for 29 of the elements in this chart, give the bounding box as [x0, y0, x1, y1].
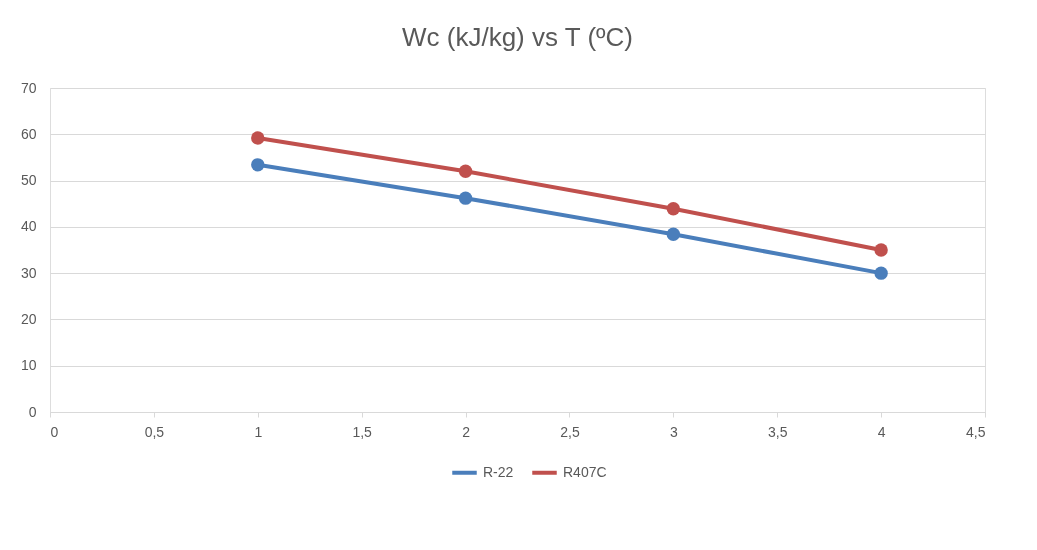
- point: [251, 158, 265, 172]
- y-tick-label: 60: [20, 125, 37, 142]
- x-tick-label: 2: [462, 423, 471, 440]
- point: [666, 227, 681, 241]
- y-tick-label: 40: [20, 218, 37, 235]
- x-tick-label: 0: [50, 423, 59, 440]
- x-tick-label: 4,5: [966, 423, 986, 440]
- y-tick-label: 30: [20, 264, 37, 281]
- y-tick-label: 50: [20, 172, 37, 189]
- point: [458, 164, 473, 179]
- point: [251, 131, 265, 145]
- x-tick-label: 4: [877, 423, 886, 440]
- y-tick-label: 0: [28, 403, 37, 420]
- legend-label: R407C: [563, 463, 607, 480]
- y-tick-label: 10: [20, 357, 37, 374]
- legend-label: R-22: [483, 463, 514, 480]
- x-tick-label: 3: [669, 423, 678, 440]
- x-tick-label: 1,5: [352, 423, 373, 440]
- y-tick-label: 70: [20, 79, 37, 96]
- x-tick-label: 0,5: [144, 423, 165, 440]
- x-tick-label: 1: [254, 423, 263, 440]
- point: [458, 191, 473, 205]
- point: [874, 266, 888, 280]
- point: [666, 202, 681, 216]
- chart-title: Wc (kJ/kg) vs T (ºC): [402, 22, 633, 52]
- x-tick-label: 3,5: [767, 423, 788, 440]
- point: [874, 243, 888, 257]
- y-tick-label: 20: [20, 310, 37, 327]
- x-tick-label: 2,5: [560, 423, 580, 440]
